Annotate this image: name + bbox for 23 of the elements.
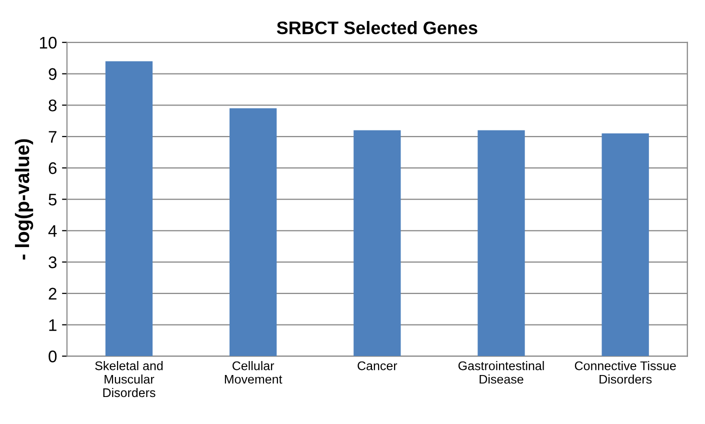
x-tick-label: Skeletal and Muscular Disorders [95, 361, 163, 398]
y-tick-label: 7 [48, 131, 56, 143]
y-tick-label: 0 [48, 350, 57, 362]
y-tick-label: 3 [48, 256, 57, 268]
y-tick-label: 8 [48, 100, 57, 112]
bar [478, 130, 525, 356]
x-tick-label: Cellular Movement [224, 361, 282, 384]
bar [354, 130, 401, 356]
bar [105, 61, 153, 356]
bar [602, 133, 649, 356]
y-tick-label: 1 [49, 319, 56, 331]
y-tick-label: 9 [48, 68, 56, 80]
y-tick-label: 4 [48, 225, 57, 237]
x-tick-label: Gastrointestinal Disease [458, 361, 544, 384]
chart-title: SRBCT Selected Genes [276, 20, 478, 34]
y-tick-label: 6 [48, 162, 57, 174]
bar [230, 108, 277, 356]
x-tick-label: Connective Tissue Disorders [574, 361, 676, 384]
y-axis-title: - log(p-value) [14, 139, 34, 260]
y-tick-label: 2 [48, 288, 56, 300]
x-tick-label: Cancer [358, 361, 398, 370]
y-tick-label: 10 [40, 36, 57, 49]
y-tick-label: 5 [48, 194, 57, 206]
